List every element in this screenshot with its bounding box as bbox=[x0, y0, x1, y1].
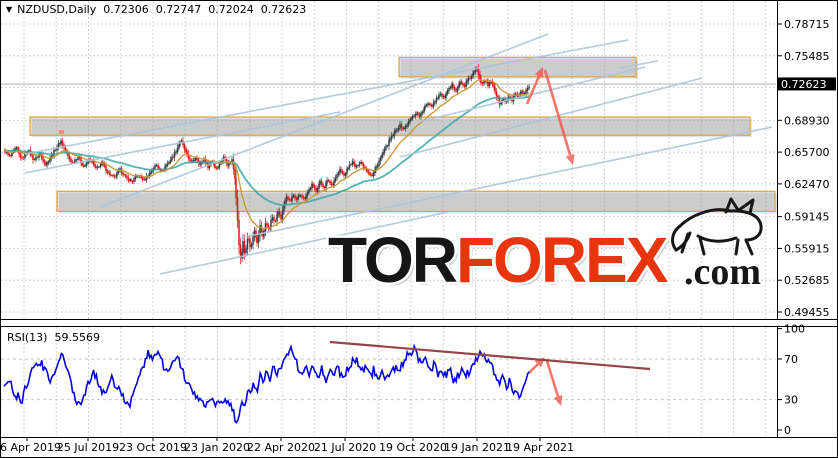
watermark-text: TORFOREX bbox=[328, 224, 669, 296]
rsi-trendline[interactable] bbox=[329, 340, 651, 371]
fractal-marker bbox=[59, 130, 64, 134]
trendline[interactable] bbox=[399, 77, 703, 158]
gridlines bbox=[1, 1, 776, 436]
svg-text:19 Oct 2020: 19 Oct 2020 bbox=[379, 441, 447, 454]
trendline[interactable] bbox=[24, 39, 629, 155]
svg-text:0.55915: 0.55915 bbox=[784, 242, 830, 255]
close-value: 0.72623 bbox=[260, 3, 307, 16]
svg-text:19 Jan 2021: 19 Jan 2021 bbox=[444, 441, 510, 454]
trendline[interactable] bbox=[99, 33, 549, 208]
svg-text:0.59145: 0.59145 bbox=[784, 211, 830, 224]
trendline[interactable] bbox=[239, 126, 773, 239]
svg-text:30: 30 bbox=[784, 394, 798, 407]
svg-text:0.62470: 0.62470 bbox=[784, 178, 830, 191]
svg-text:100: 100 bbox=[784, 323, 805, 336]
trendline[interactable] bbox=[159, 211, 449, 275]
trendline[interactable] bbox=[619, 60, 659, 69]
symbol-dropdown-icon[interactable]: ▼ bbox=[6, 5, 13, 14]
current-price-tag bbox=[778, 77, 836, 91]
rsi-line bbox=[3, 343, 530, 424]
svg-text:0.72623: 0.72623 bbox=[781, 78, 827, 91]
rsi-indicator-label: RSI(13) 59.5569 bbox=[7, 331, 100, 344]
trendlines bbox=[24, 33, 773, 275]
svg-text:0.65700: 0.65700 bbox=[784, 146, 830, 159]
rsi-value: 59.5569 bbox=[54, 331, 100, 344]
watermark-suffix: .com bbox=[684, 251, 761, 293]
rsi-name: RSI(13) bbox=[7, 331, 48, 344]
svg-text:0: 0 bbox=[784, 424, 791, 437]
svg-text:23 Oct 2019: 23 Oct 2019 bbox=[119, 441, 187, 454]
svg-text:19 Apr 2021: 19 Apr 2021 bbox=[506, 441, 574, 454]
symbol-label: NZDUSD,Daily bbox=[17, 3, 97, 16]
svg-text:22 Apr 2020: 22 Apr 2020 bbox=[247, 441, 315, 454]
svg-text:25 Jul 2019: 25 Jul 2019 bbox=[57, 441, 119, 454]
svg-text:70: 70 bbox=[784, 353, 798, 366]
high-value: 0.72747 bbox=[155, 3, 202, 16]
ma-slow-line bbox=[3, 95, 530, 207]
svg-text:26 Apr 2019: 26 Apr 2019 bbox=[0, 441, 61, 454]
low-value: 0.72024 bbox=[208, 3, 254, 16]
svg-text:21 Jul 2020: 21 Jul 2020 bbox=[314, 441, 376, 454]
svg-text:23 Jan 2020: 23 Jan 2020 bbox=[184, 441, 250, 454]
svg-text:0.78715: 0.78715 bbox=[784, 18, 830, 31]
forecast-arrows bbox=[525, 67, 575, 406]
svg-text:0.75485: 0.75485 bbox=[784, 50, 830, 63]
svg-text:0.68930: 0.68930 bbox=[784, 114, 830, 127]
symbol-bar: ▼ NZDUSD,Daily 0.72306 0.72747 0.72024 0… bbox=[6, 3, 306, 16]
svg-text:TORFOREX: TORFOREX bbox=[331, 227, 672, 299]
price-axis: 0.78715 0.75485 0.68930 0.65700 0.62470 0.591… bbox=[777, 18, 836, 437]
bull-logo-icon bbox=[671, 197, 763, 256]
trendline[interactable] bbox=[24, 111, 341, 174]
svg-text:0.49455: 0.49455 bbox=[784, 306, 830, 319]
zone-mid-level[interactable] bbox=[29, 116, 751, 136]
open-value: 0.72306 bbox=[103, 3, 149, 16]
svg-text:0.52685: 0.52685 bbox=[784, 274, 830, 287]
